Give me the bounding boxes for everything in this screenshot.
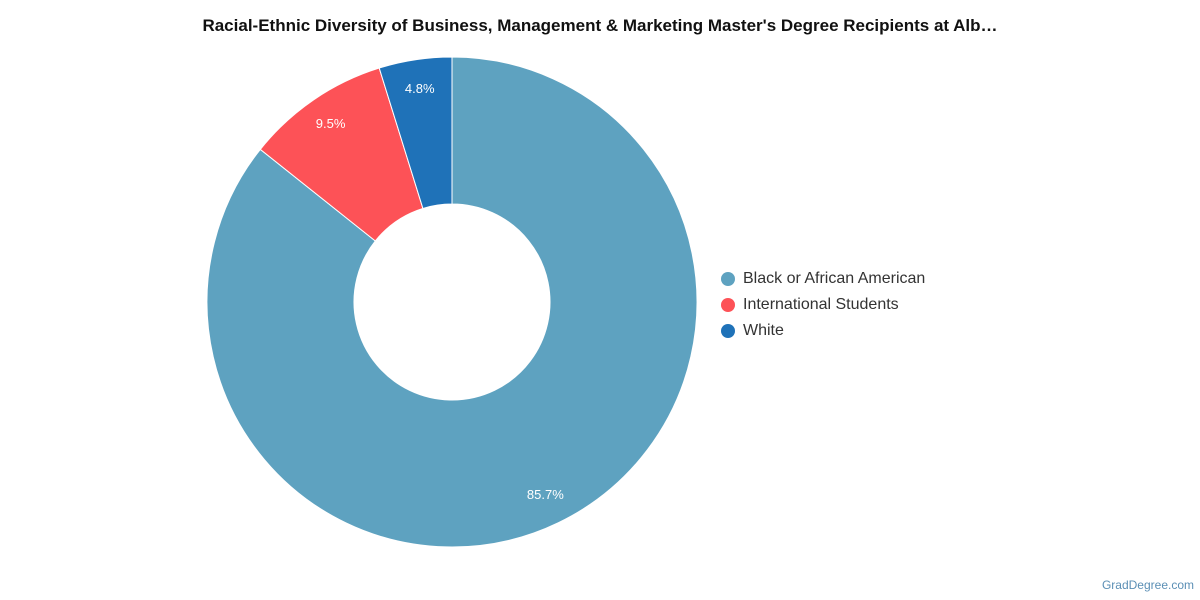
slice-black-or-african-american[interactable] <box>206 56 698 548</box>
slice-label-black-or-african-american: 85.7% <box>527 487 564 502</box>
source-credit[interactable]: GradDegree.com <box>1101 578 1194 592</box>
slices-group <box>206 56 698 548</box>
legend-swatch <box>721 298 735 312</box>
legend-label: Black or African American <box>743 270 926 287</box>
legend: Black or African American International … <box>721 266 925 344</box>
legend-label: International Students <box>743 296 899 313</box>
legend-label: White <box>743 322 784 339</box>
slice-label-international-students: 9.5% <box>316 116 346 131</box>
slice-white[interactable] <box>378 56 453 210</box>
chart-title: Racial-Ethnic Diversity of Business, Man… <box>202 16 998 35</box>
legend-item-black-or-african-american[interactable]: Black or African American <box>721 266 925 292</box>
legend-item-white[interactable]: White <box>721 318 925 344</box>
slice-labels-group: 85.7% 9.5% 4.8% <box>316 81 564 502</box>
legend-item-international-students[interactable]: International Students <box>721 292 925 318</box>
slice-label-white: 4.8% <box>405 81 435 96</box>
legend-swatch <box>721 324 735 338</box>
legend-swatch <box>721 272 735 286</box>
